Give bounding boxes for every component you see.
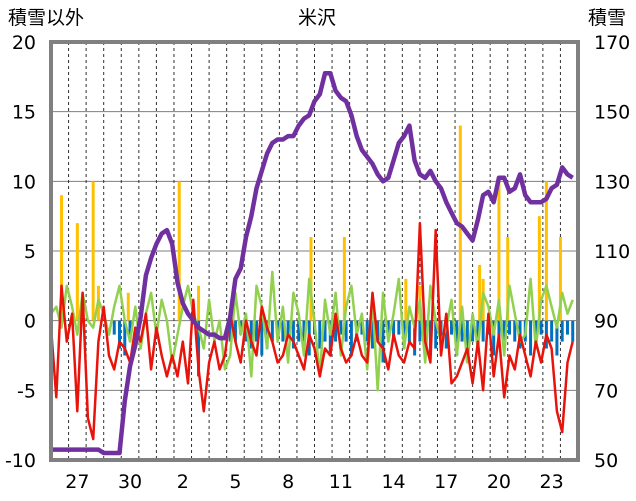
right-axis-title: 積雪: [588, 7, 626, 29]
right-axis-tick-label: 50: [594, 450, 618, 472]
x-axis-tick-label: 8: [282, 471, 294, 493]
left-axis-tick-label: 10: [12, 171, 36, 193]
snow_change_negative-bar: [550, 321, 553, 342]
x-axis-tick-label: 2: [177, 471, 189, 493]
x-axis-tick-label: 30: [118, 471, 142, 493]
precipitation-bar: [545, 181, 548, 320]
snow_change_negative-bar: [508, 321, 511, 335]
right-axis-tick-label: 110: [594, 241, 630, 263]
snow_change_negative-bar: [566, 321, 569, 335]
precipitation-bar: [197, 286, 200, 321]
right-axis-tick-label: 170: [594, 32, 630, 54]
precipitation-bar: [127, 293, 130, 321]
snow_change_negative-bar: [561, 321, 564, 342]
chart-title: 米沢: [298, 7, 336, 29]
left-axis-title: 積雪以外: [8, 7, 84, 29]
precipitation-bar: [404, 279, 407, 321]
snow_change_negative-bar: [482, 321, 485, 342]
precipitation-bar: [92, 181, 95, 320]
snow_change_negative-bar: [571, 321, 574, 342]
left-axis-tick-label: -10: [5, 450, 36, 472]
right-axis-tick-label: 90: [594, 311, 618, 333]
left-axis-tick-label: 0: [24, 311, 36, 333]
snow_change_negative-bar: [113, 321, 116, 335]
left-axis-tick-label: 5: [24, 241, 36, 263]
precipitation-bar: [76, 223, 79, 321]
snow_change_negative-bar: [397, 321, 400, 335]
left-axis-tick-label: 15: [12, 102, 36, 124]
right-axis-tick-label: 150: [594, 102, 630, 124]
left-axis-tick-label: -5: [17, 380, 36, 402]
x-axis-tick-label: 23: [540, 471, 564, 493]
snow_change_negative-bar: [540, 321, 543, 335]
x-axis-tick-label: 14: [381, 471, 405, 493]
x-axis-tick-label: 17: [434, 471, 458, 493]
right-axis-tick-label: 130: [594, 171, 630, 193]
right-axis-tick-label: 70: [594, 380, 618, 402]
snow_change_negative-bar: [529, 321, 532, 356]
left-axis-tick-label: 20: [12, 32, 36, 54]
x-axis-tick-label: 5: [229, 471, 241, 493]
x-axis-tick-label: 27: [65, 471, 89, 493]
x-axis-tick-label: 20: [487, 471, 511, 493]
x-axis-tick-label: 11: [329, 471, 353, 493]
